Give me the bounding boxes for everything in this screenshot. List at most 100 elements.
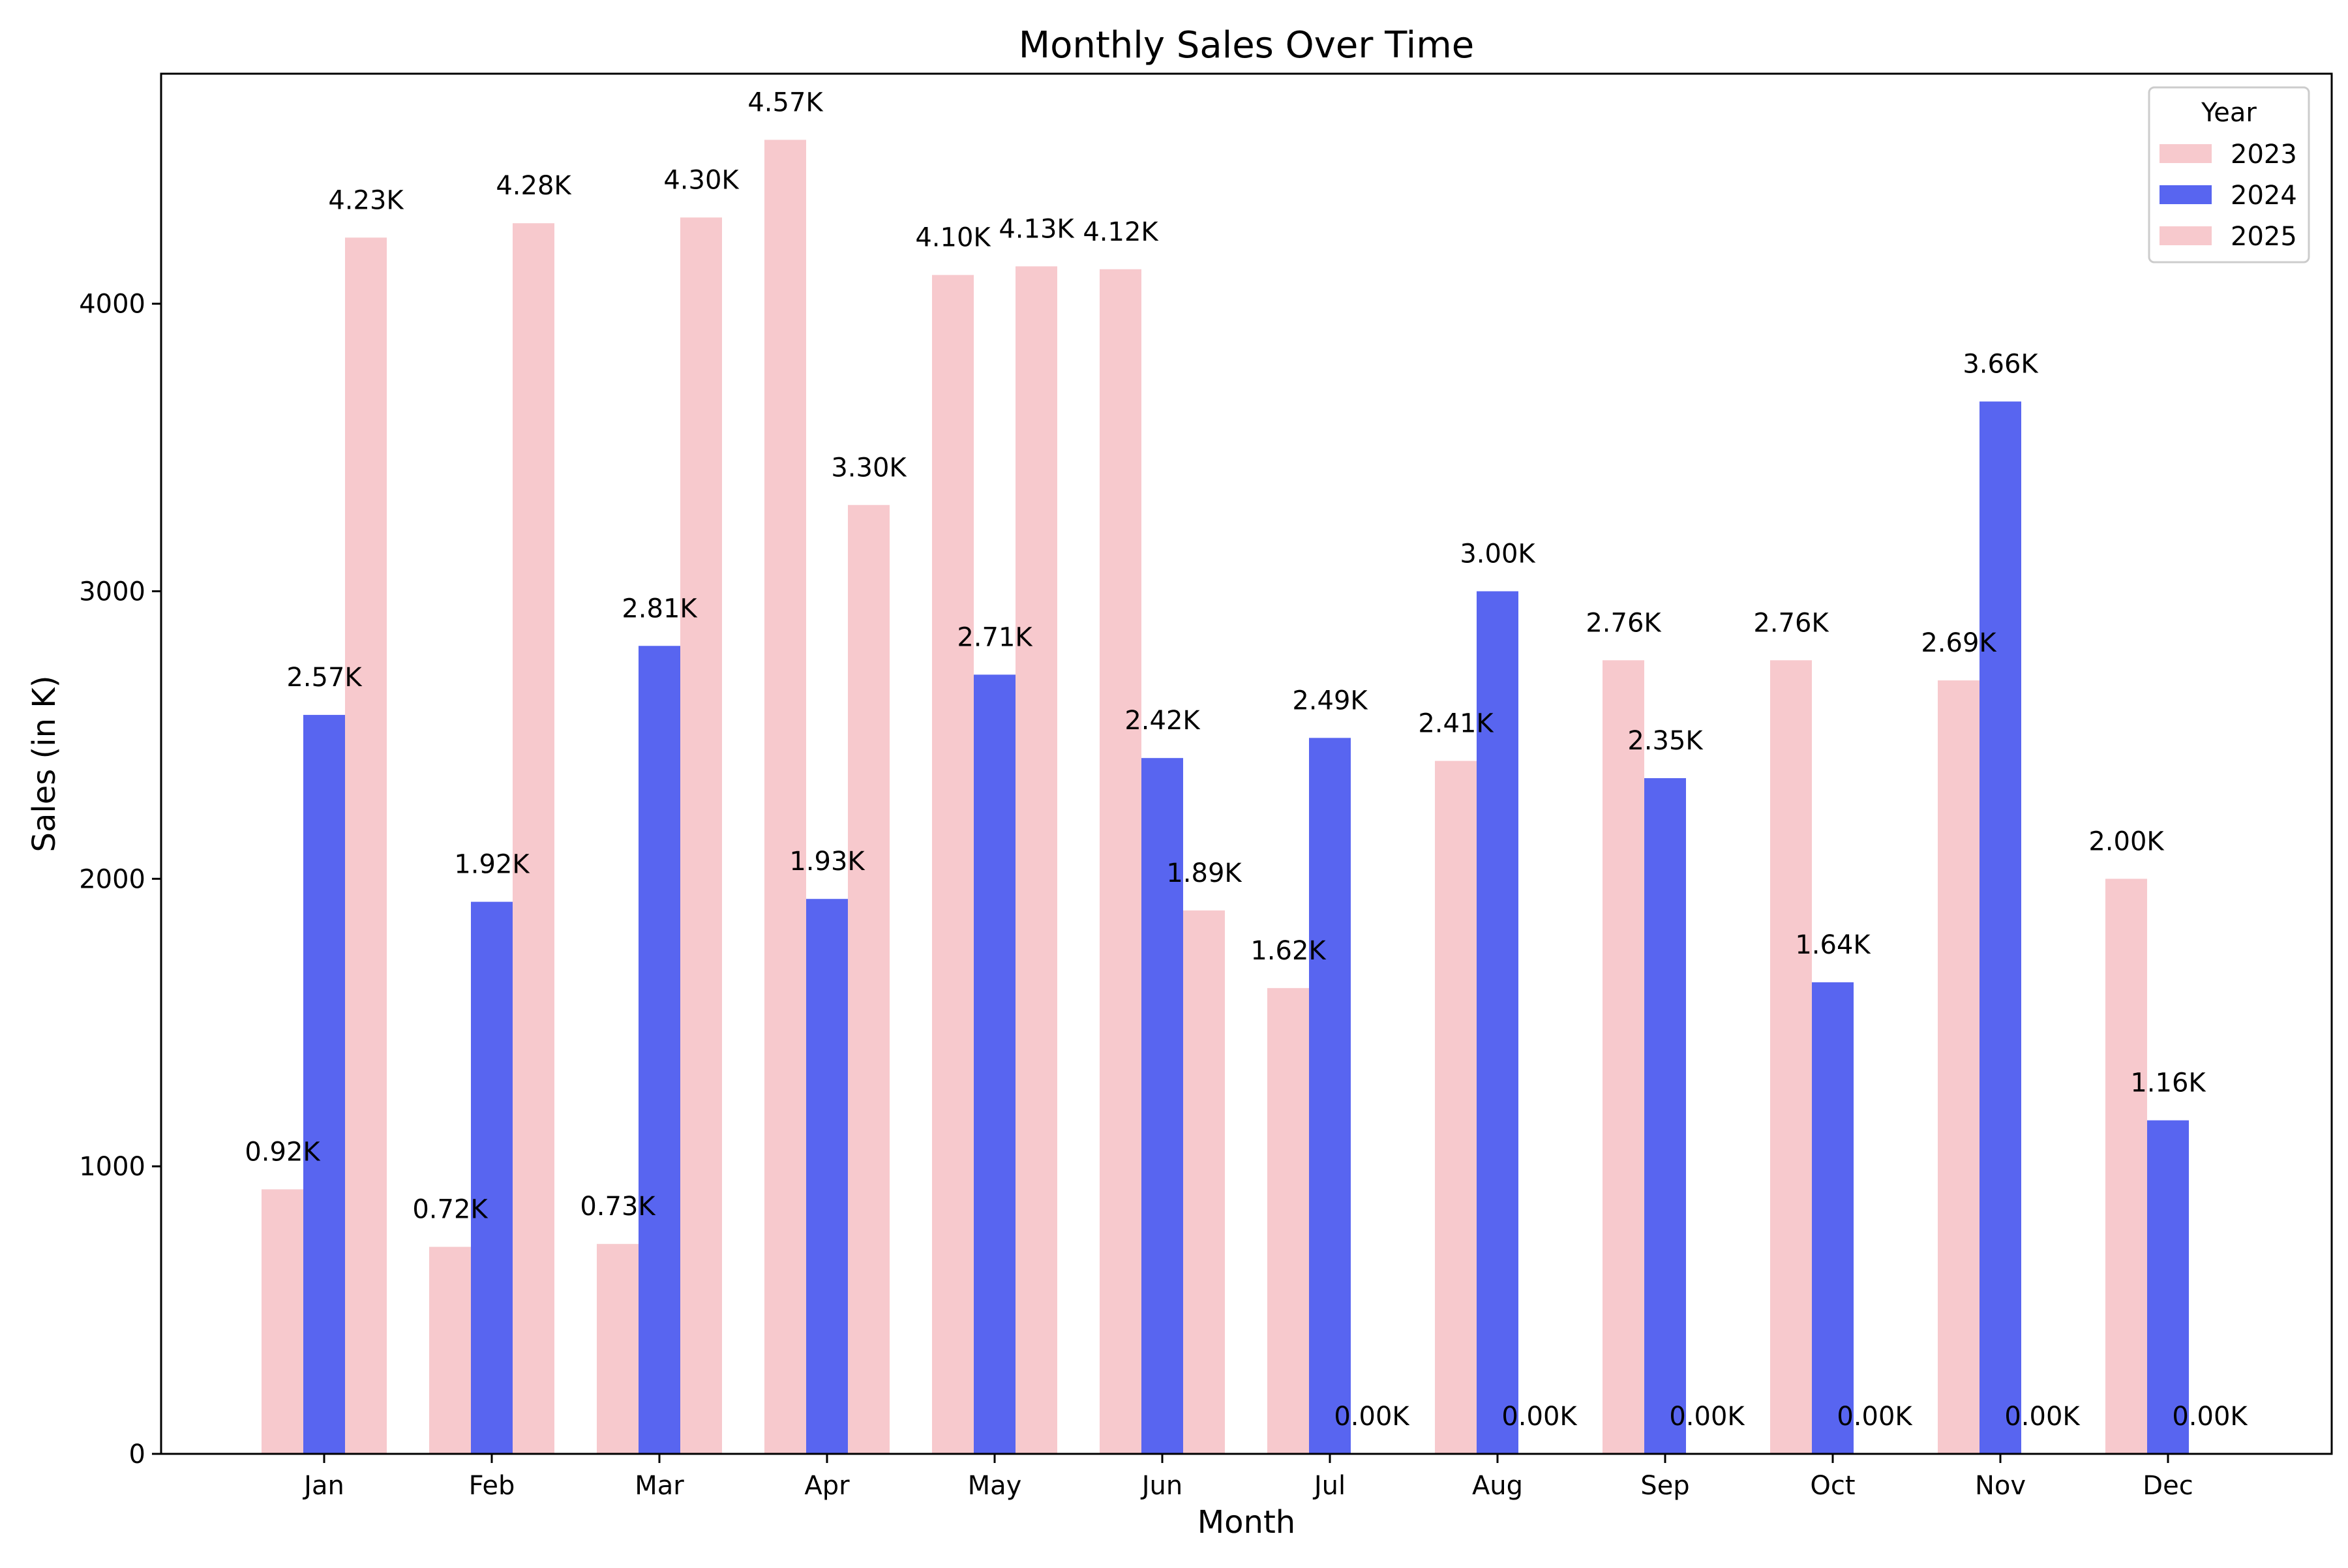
data-label-2024-Sep: 2.35K: [1627, 726, 1704, 756]
bar-2024-Feb: [471, 901, 513, 1454]
bar-2023-Apr: [764, 140, 806, 1455]
data-label-2023-May: 4.10K: [915, 223, 991, 253]
chart-title: Monthly Sales Over Time: [1019, 24, 1474, 67]
data-label-2025-Jun: 1.89K: [1166, 858, 1242, 888]
bar-2024-Dec: [2147, 1120, 2189, 1454]
bar-2024-Sep: [1644, 778, 1686, 1454]
x-tick-label-May: May: [968, 1471, 1022, 1501]
x-tick-label-Mar: Mar: [635, 1471, 684, 1501]
bar-2024-Mar: [639, 646, 680, 1455]
y-tick-label-3000: 3000: [79, 577, 145, 607]
x-tick-label-Aug: Aug: [1472, 1471, 1523, 1501]
legend-swatch-2024: [2160, 185, 2212, 204]
bar-2023-Jun: [1100, 269, 1141, 1455]
data-label-2023-Nov: 2.69K: [1921, 628, 1997, 658]
data-label-2025-Aug: 0.00K: [1501, 1402, 1578, 1432]
bar-2024-Jan: [303, 715, 345, 1454]
data-label-2023-Dec: 2.00K: [2088, 826, 2165, 856]
data-label-2024-Apr: 1.93K: [789, 847, 865, 877]
bar-2023-Dec: [2105, 879, 2147, 1454]
x-tick-label-Sep: Sep: [1640, 1471, 1689, 1501]
legend-entry-2024: 2024: [2231, 181, 2297, 211]
bars-layer: [262, 140, 2189, 1455]
bar-2025-Jun: [1183, 910, 1225, 1454]
bar-2025-Feb: [513, 223, 554, 1454]
data-label-2025-Sep: 0.00K: [1669, 1402, 1745, 1432]
y-tick-label-0: 0: [129, 1440, 145, 1470]
x-tick-label-Jul: Jul: [1312, 1471, 1346, 1501]
x-tick-label-Feb: Feb: [469, 1471, 515, 1501]
bar-2024-Jun: [1141, 758, 1183, 1454]
y-tick-label-2000: 2000: [79, 864, 145, 894]
legend-box: [2148, 86, 2310, 264]
data-label-2024-Oct: 1.64K: [1795, 930, 1871, 960]
series-2024: [303, 401, 2189, 1455]
bar-2023-Oct: [1770, 660, 1812, 1454]
bar-2023-Sep: [1603, 660, 1644, 1454]
y-axis-label: Sales (in K): [26, 676, 63, 852]
bar-2024-Oct: [1812, 982, 1854, 1454]
data-label-2024-Nov: 3.66K: [1963, 350, 2039, 380]
data-label-2023-Jun: 4.12K: [1083, 217, 1159, 247]
bar-2024-Nov: [1979, 401, 2021, 1454]
bar-2024-Apr: [806, 899, 848, 1454]
data-label-2024-Dec: 1.16K: [2130, 1068, 2206, 1098]
data-label-2024-Mar: 2.81K: [622, 594, 698, 624]
data-label-2024-Jul: 2.49K: [1292, 686, 1368, 716]
series-2023: [262, 140, 2147, 1455]
plot-frame: [160, 72, 2333, 1455]
x-tick-label-Jun: Jun: [1140, 1471, 1183, 1501]
data-label-2025-Oct: 0.00K: [1837, 1402, 1913, 1432]
x-tick-label-Oct: Oct: [1810, 1471, 1855, 1501]
data-label-2023-Aug: 2.41K: [1418, 709, 1494, 739]
x-axis-label: Month: [1197, 1504, 1295, 1541]
bar-2023-May: [932, 275, 974, 1454]
bar-2023-Feb: [429, 1246, 471, 1454]
data-label-2023-Mar: 0.73K: [580, 1192, 656, 1222]
data-label-2025-May: 4.13K: [999, 214, 1075, 244]
data-label-2023-Oct: 2.76K: [1753, 608, 1829, 638]
bar-2023-Mar: [597, 1244, 639, 1454]
data-label-2025-Nov: 0.00K: [2004, 1402, 2081, 1432]
data-label-2025-Dec: 0.00K: [2172, 1402, 2248, 1432]
bar-2025-Mar: [680, 217, 722, 1455]
data-label-2024-Jun: 2.42K: [1124, 706, 1201, 736]
data-label-2023-Jan: 0.92K: [245, 1137, 321, 1167]
legend-title: Year: [2201, 98, 2257, 128]
data-label-2025-Mar: 4.30K: [663, 165, 740, 195]
data-label-2024-Aug: 3.00K: [1460, 539, 1536, 569]
data-label-2024-May: 2.71K: [957, 622, 1033, 652]
bar-2025-Jan: [345, 237, 387, 1454]
legend: Year 2023 2024 2025: [2148, 86, 2310, 264]
bar-2024-Jul: [1309, 738, 1351, 1454]
series-2025: [345, 217, 1225, 1455]
y-tick-label-1000: 1000: [79, 1152, 145, 1182]
bar-2024-May: [974, 674, 1016, 1454]
legend-swatch-2025: [2160, 226, 2212, 245]
data-label-2025-Jan: 4.23K: [328, 185, 404, 215]
bar-2025-May: [1016, 266, 1057, 1454]
data-label-2024-Jan: 2.57K: [286, 663, 363, 693]
x-tick-label-Dec: Dec: [2143, 1471, 2193, 1501]
data-label-2025-Apr: 3.30K: [831, 453, 907, 483]
data-label-2025-Feb: 4.28K: [496, 171, 572, 201]
data-labels-layer: 0.92K 0.72K 0.73K 4.57K 4.10K 4.12K 1.62K 2.41K…: [245, 87, 2248, 1432]
data-label-2023-Feb: 0.72K: [412, 1195, 489, 1225]
x-tick-label-Apr: Apr: [804, 1471, 850, 1501]
legend-swatch-2023: [2160, 144, 2212, 163]
data-label-2023-Jul: 1.62K: [1250, 936, 1327, 966]
data-label-2025-Jul: 0.00K: [1334, 1402, 1410, 1432]
x-tick-label-Jan: Jan: [302, 1471, 344, 1501]
axes-layer: 0 1000 2000 3000 4000 Jan Feb Mar Apr May Jun Jul Au…: [79, 72, 2333, 1501]
bar-2023-Jan: [262, 1189, 303, 1454]
x-tick-label-Nov: Nov: [1975, 1471, 2026, 1501]
bar-2023-Jul: [1267, 988, 1309, 1454]
legend-entry-2025: 2025: [2231, 222, 2297, 252]
data-label-2024-Feb: 1.92K: [454, 850, 530, 880]
bar-2023-Aug: [1435, 761, 1477, 1454]
y-tick-label-4000: 4000: [79, 290, 145, 320]
data-label-2023-Apr: 4.57K: [747, 87, 824, 117]
data-label-2023-Sep: 2.76K: [1586, 608, 1662, 638]
